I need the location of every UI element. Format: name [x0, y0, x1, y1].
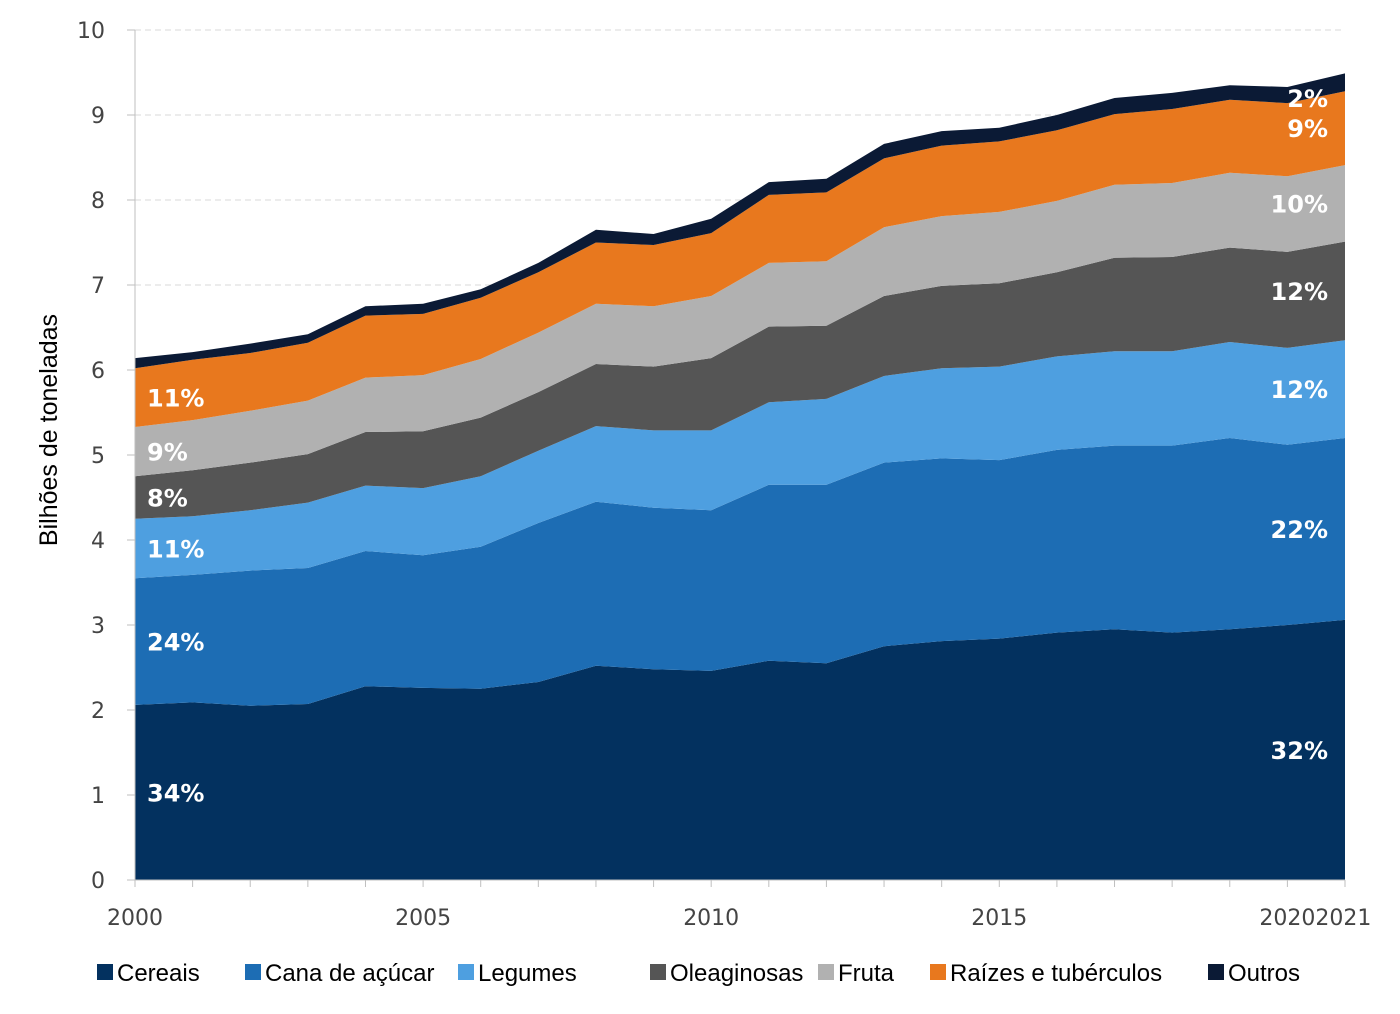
data-label-end: 10% — [1271, 190, 1328, 218]
area-legumes — [135, 340, 1345, 579]
legend-swatch — [458, 964, 474, 980]
y-tick-label: 4 — [91, 529, 105, 554]
legend-swatch — [1208, 964, 1224, 980]
legend-swatch — [97, 964, 113, 980]
area-oleaginosas — [135, 241, 1345, 519]
legend-item: Cana de açúcar — [245, 960, 434, 987]
y-tick-label: 2 — [91, 699, 105, 724]
legend-label: Outros — [1228, 960, 1300, 987]
data-label-end: 2% — [1287, 85, 1328, 113]
legend-label: Legumes — [478, 960, 577, 987]
area-cereais — [135, 619, 1345, 880]
axes: 0 1 2 3 4 5 6 7 8 9 10 2000 2005 2010 2015 2020 2021 — [77, 19, 1371, 931]
data-label-end: 12% — [1271, 278, 1328, 306]
legend-item: Raízes e tubérculos — [930, 960, 1162, 987]
legend-swatch — [930, 964, 946, 980]
data-label-end: 12% — [1271, 376, 1328, 404]
y-tick-label: 6 — [91, 359, 105, 384]
data-label-start: 11% — [147, 536, 204, 564]
legend-swatch — [245, 964, 261, 980]
x-tick-label: 2020 — [1259, 906, 1315, 931]
legend: Cereais Cana de açúcar Legumes Oleaginosas F… — [97, 960, 1300, 987]
y-axis-label: Bilhões de toneladas — [35, 314, 63, 546]
data-label-end: 9% — [1287, 115, 1328, 143]
y-tick-label: 0 — [91, 869, 105, 894]
x-tick-label: 2005 — [395, 906, 451, 931]
legend-item: Fruta — [818, 960, 895, 987]
legend-item: Legumes — [458, 960, 577, 987]
area-cana-de-açúcar — [135, 438, 1345, 706]
x-tick-label: 2000 — [107, 906, 163, 931]
data-label-start: 24% — [147, 629, 204, 657]
area-fruta — [135, 165, 1345, 477]
y-tick-label: 10 — [77, 19, 105, 44]
data-label-end: 32% — [1271, 737, 1328, 765]
y-tick-label: 5 — [91, 444, 105, 469]
legend-label: Raízes e tubérculos — [950, 960, 1162, 987]
legend-label: Cereais — [117, 960, 200, 987]
area-series — [135, 73, 1345, 880]
x-tick-label: 2021 — [1315, 906, 1371, 931]
y-tick-label: 9 — [91, 104, 105, 129]
legend-item: Outros — [1208, 960, 1300, 987]
x-tick-label: 2010 — [683, 906, 739, 931]
data-label-start: 34% — [147, 779, 204, 807]
legend-label: Oleaginosas — [670, 960, 803, 987]
legend-swatch — [650, 964, 666, 980]
y-tick-label: 3 — [91, 614, 105, 639]
data-label-end: 22% — [1271, 516, 1328, 544]
data-label-start: 11% — [147, 385, 204, 413]
legend-label: Fruta — [838, 960, 895, 987]
data-label-start: 8% — [147, 485, 188, 513]
legend-swatch — [818, 964, 834, 980]
x-tick-label: 2015 — [971, 906, 1027, 931]
data-label-start: 9% — [147, 439, 188, 467]
y-tick-label: 8 — [91, 189, 105, 214]
legend-item: Cereais — [97, 960, 200, 987]
y-tick-label: 7 — [91, 274, 105, 299]
data-labels: 34%32%24%22%11%12%8%12%9%10%11%9%2% — [147, 85, 1328, 807]
legend-item: Oleaginosas — [650, 960, 803, 987]
legend-label: Cana de açúcar — [265, 960, 434, 987]
y-tick-label: 1 — [91, 784, 105, 809]
area-raízes-e-tubérculos — [135, 91, 1345, 427]
